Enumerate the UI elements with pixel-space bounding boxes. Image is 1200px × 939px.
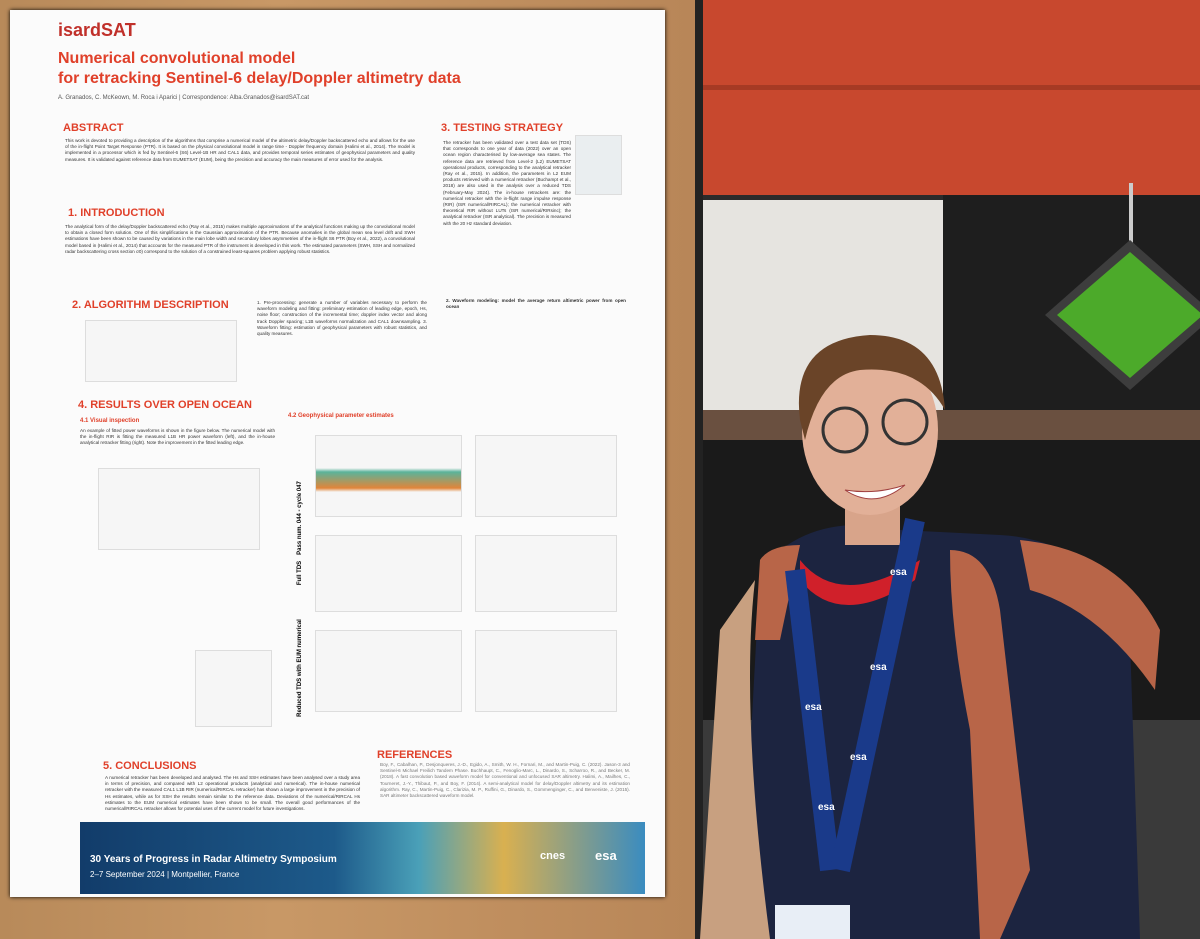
map bbox=[575, 135, 622, 195]
section-heading: 1. INTRODUCTION bbox=[68, 207, 165, 219]
lanyard-logo: esa bbox=[818, 802, 835, 813]
logo: isardSAT bbox=[58, 20, 136, 40]
time-series-plot bbox=[475, 435, 617, 517]
lanyard-logo: esa bbox=[890, 567, 907, 578]
person: esa esa esa esa esa bbox=[700, 335, 1160, 939]
section-heading: REFERENCES bbox=[377, 749, 453, 761]
section-text: Boy, F., Cabalhan, P., Desjonqueres, J.-… bbox=[380, 762, 630, 799]
lanyard-logo: esa bbox=[850, 752, 867, 763]
footer-title: 30 Years of Progress in Radar Altimetry … bbox=[90, 854, 337, 865]
line-plot bbox=[315, 535, 462, 612]
section-heading: 4. RESULTS OVER OPEN OCEAN bbox=[78, 399, 252, 411]
section-text: This work is devoted to providing a desc… bbox=[65, 138, 415, 162]
footer-dates: 2–7 September 2024 | Montpellier, France bbox=[90, 870, 240, 879]
scatter-plot bbox=[195, 650, 272, 727]
section-heading: 3. TESTING STRATEGY bbox=[441, 122, 564, 134]
section-text: The retracker has been validated over a … bbox=[443, 140, 571, 226]
section-heading: 2. ALGORITHM DESCRIPTION bbox=[72, 299, 229, 311]
line-plot bbox=[475, 535, 617, 612]
line-plot bbox=[315, 630, 462, 712]
waveform-plot bbox=[98, 468, 260, 550]
flow-diagram bbox=[85, 320, 237, 382]
section-heading: ABSTRACT bbox=[63, 122, 124, 134]
authors: A. Granados, C. McKeown, M. Roca i Apari… bbox=[58, 95, 309, 101]
footer-banner: 30 Years of Progress in Radar Altimetry … bbox=[80, 822, 645, 894]
section-text: The analytical form of the delay/Doppler… bbox=[65, 224, 415, 254]
subheading: 4.2 Geophysical parameter estimates bbox=[288, 413, 394, 419]
section-text: An example of fitted power waveforms is … bbox=[80, 428, 275, 446]
subheading: 4.1 Visual inspection bbox=[80, 418, 140, 424]
figure-label: Full TDS bbox=[297, 560, 303, 586]
line-plot bbox=[475, 630, 617, 712]
subheading: 2. Waveform modeling: model the average … bbox=[446, 298, 626, 310]
section-text: 1. Pre-processing: generate a number of … bbox=[257, 300, 427, 337]
poster-title: for retracking Sentinel-6 delay/Doppler … bbox=[58, 70, 461, 87]
time-series-plot bbox=[315, 435, 462, 517]
section-text: A numerical retracker has been developed… bbox=[105, 775, 360, 812]
lanyard-logo: esa bbox=[870, 662, 887, 673]
section-heading: 5. CONCLUSIONS bbox=[103, 760, 197, 772]
figure-label: Reduced TDS with EUM numerical bbox=[297, 619, 303, 717]
board-edge bbox=[695, 0, 703, 939]
poster-title: Numerical convolutional model bbox=[58, 50, 296, 67]
poster: isardSAT Numerical convolutional model f… bbox=[10, 10, 665, 897]
footer-logo: esa bbox=[595, 848, 617, 863]
footer-logo: cnes bbox=[540, 850, 566, 862]
lanyard-logo: esa bbox=[805, 702, 822, 713]
